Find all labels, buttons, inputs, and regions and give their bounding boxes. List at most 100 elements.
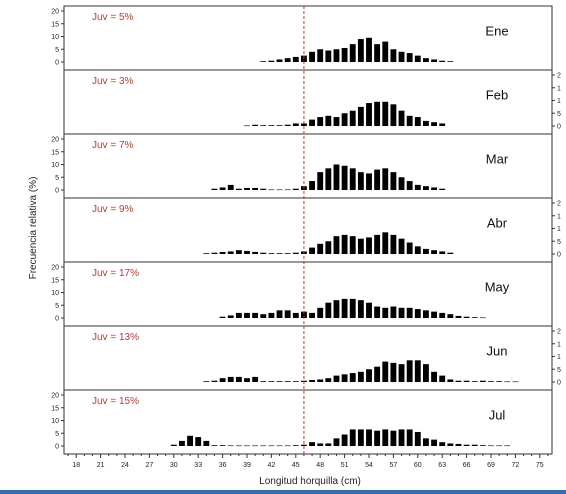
bar bbox=[227, 445, 234, 447]
bar bbox=[357, 39, 364, 62]
bar bbox=[211, 380, 218, 382]
panel-ene: 0 5 10 15 20 Ene Juv = 5% bbox=[51, 5, 553, 71]
bar bbox=[333, 375, 340, 382]
bar bbox=[219, 316, 226, 318]
bar bbox=[447, 314, 454, 318]
bar bbox=[439, 251, 446, 254]
bar bbox=[219, 187, 226, 190]
panel-frame bbox=[63, 69, 553, 135]
bar bbox=[333, 438, 340, 446]
y-tick-label: 5 bbox=[557, 111, 561, 118]
juv-percentage-label: Juv = 17% bbox=[92, 268, 139, 279]
y-tick-label: 15 bbox=[51, 21, 59, 28]
bar bbox=[366, 173, 372, 190]
bar bbox=[317, 117, 324, 126]
y-tick-label: 0 bbox=[55, 444, 59, 451]
bar bbox=[341, 234, 348, 254]
bar bbox=[398, 238, 405, 254]
bar bbox=[366, 237, 372, 254]
x-tick-label: 72 bbox=[512, 462, 520, 469]
bar bbox=[488, 445, 494, 447]
bar bbox=[292, 445, 299, 446]
bar bbox=[455, 315, 462, 318]
bar bbox=[357, 238, 364, 254]
x-tick-label: 66 bbox=[463, 462, 471, 469]
bar bbox=[431, 250, 437, 254]
x-tick-label: 21 bbox=[97, 462, 105, 469]
y-tick-label: 5 bbox=[55, 175, 59, 182]
bar bbox=[479, 317, 486, 319]
bar bbox=[309, 312, 315, 318]
bar bbox=[260, 314, 267, 318]
bar bbox=[471, 381, 478, 382]
bar bbox=[252, 312, 259, 318]
bar bbox=[325, 50, 332, 62]
bar bbox=[423, 364, 429, 382]
bar bbox=[479, 445, 486, 446]
y-tick-label: 20 bbox=[51, 137, 59, 144]
x-axis-title: Longitud horquilla (cm) bbox=[259, 476, 361, 487]
bar bbox=[325, 378, 332, 382]
bar bbox=[276, 125, 283, 126]
bar bbox=[252, 445, 259, 447]
bar bbox=[235, 376, 242, 382]
month-label: Ene bbox=[485, 23, 508, 38]
y-tick-label: 5 bbox=[557, 367, 561, 374]
y-tick-label: 1 bbox=[557, 213, 561, 220]
bar bbox=[244, 187, 250, 190]
bar bbox=[390, 49, 397, 62]
bar bbox=[357, 371, 364, 382]
bar bbox=[325, 115, 332, 126]
panel-frame bbox=[63, 5, 553, 71]
bar bbox=[390, 104, 397, 126]
bar bbox=[292, 123, 299, 126]
bar bbox=[406, 429, 413, 446]
panel-frame bbox=[63, 133, 553, 199]
bar bbox=[227, 315, 234, 318]
bar bbox=[317, 49, 324, 62]
y-tick-label: 15 bbox=[51, 149, 59, 156]
bar bbox=[496, 381, 503, 382]
bar bbox=[260, 445, 267, 447]
bar bbox=[244, 445, 250, 447]
bar bbox=[309, 119, 315, 126]
bar bbox=[439, 60, 446, 62]
bar bbox=[406, 115, 413, 126]
x-tick-label: 48 bbox=[316, 462, 324, 469]
bar bbox=[455, 443, 462, 446]
panel-feb: 0 5 1 1 2 Feb Juv = 3% bbox=[63, 69, 561, 135]
bar bbox=[423, 120, 429, 126]
bar bbox=[414, 55, 421, 62]
bar bbox=[390, 306, 397, 318]
x-tick-label: 45 bbox=[292, 462, 300, 469]
bar bbox=[317, 379, 324, 382]
bar bbox=[349, 429, 356, 446]
bar bbox=[479, 380, 486, 382]
y-tick-label: 10 bbox=[51, 418, 59, 425]
bar bbox=[431, 122, 437, 126]
x-tick-label: 51 bbox=[341, 462, 349, 469]
bar bbox=[349, 168, 356, 190]
bar bbox=[235, 445, 242, 447]
bar bbox=[406, 181, 413, 190]
bar bbox=[431, 311, 437, 318]
bar bbox=[325, 241, 332, 254]
bar bbox=[406, 360, 413, 382]
bar bbox=[301, 123, 307, 126]
bar bbox=[268, 189, 275, 191]
juv-percentage-label: Juv = 5% bbox=[92, 12, 134, 23]
bar bbox=[341, 113, 348, 126]
bar bbox=[276, 445, 283, 447]
bar bbox=[244, 378, 250, 382]
bar bbox=[439, 188, 446, 190]
y-tick-label: 0 bbox=[557, 124, 561, 131]
bar bbox=[423, 248, 429, 254]
bar bbox=[496, 445, 503, 447]
month-label: Mar bbox=[486, 151, 509, 166]
bar bbox=[284, 310, 291, 318]
bar bbox=[292, 312, 299, 318]
bar bbox=[227, 376, 234, 382]
y-tick-label: 10 bbox=[51, 34, 59, 41]
bar bbox=[211, 445, 218, 446]
bar bbox=[317, 172, 324, 190]
